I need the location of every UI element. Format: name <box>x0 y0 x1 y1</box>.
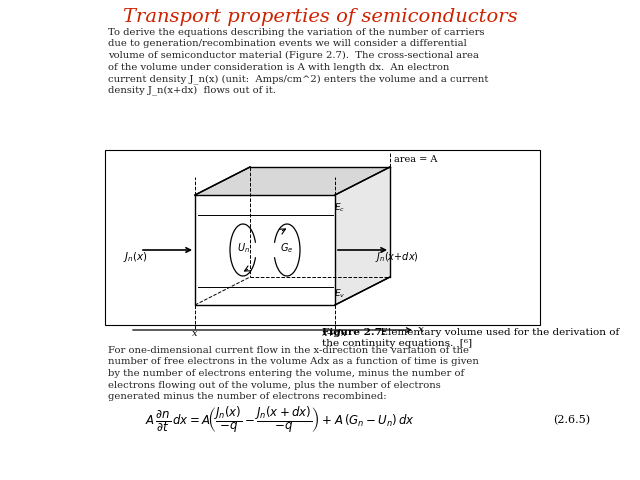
Text: To derive the equations describing the variation of the number of carriers: To derive the equations describing the v… <box>108 28 484 37</box>
Text: $J_n(x{+}dx)$: $J_n(x{+}dx)$ <box>375 250 419 264</box>
Text: Elementary volume used for the derivation of: Elementary volume used for the derivatio… <box>374 328 620 337</box>
Text: x+dx: x+dx <box>323 329 348 338</box>
Text: by the number of electrons entering the volume, minus the number of: by the number of electrons entering the … <box>108 369 464 378</box>
Polygon shape <box>195 195 335 305</box>
Text: generated minus the number of electrons recombined:: generated minus the number of electrons … <box>108 392 387 401</box>
Polygon shape <box>335 167 390 305</box>
Text: density J_n(x+dx)  flows out of it.: density J_n(x+dx) flows out of it. <box>108 85 276 96</box>
Text: volume of semiconductor material (Figure 2.7).  The cross-sectional area: volume of semiconductor material (Figure… <box>108 51 479 60</box>
Text: $U_n$: $U_n$ <box>237 241 250 255</box>
Text: area = A: area = A <box>394 155 437 164</box>
Text: Figure 2.7:: Figure 2.7: <box>322 328 386 337</box>
Text: number of free electrons in the volume Adx as a function of time is given: number of free electrons in the volume A… <box>108 358 479 367</box>
Text: current density J_n(x) (unit:  Amps/cm^2) enters the volume and a current: current density J_n(x) (unit: Amps/cm^2)… <box>108 74 488 84</box>
Text: the continuity equations.  [⁶]: the continuity equations. [⁶] <box>322 339 472 348</box>
Text: electrons flowing out of the volume, plus the number of electrons: electrons flowing out of the volume, plu… <box>108 381 441 389</box>
Text: $J_n(x)$: $J_n(x)$ <box>122 250 147 264</box>
Text: due to generation/recombination events we will consider a differential: due to generation/recombination events w… <box>108 39 467 48</box>
Text: of the volume under consideration is A with length dx.  An electron: of the volume under consideration is A w… <box>108 62 449 72</box>
Text: (2.6.5): (2.6.5) <box>553 415 590 425</box>
Text: $G_e$: $G_e$ <box>280 241 294 255</box>
Text: $E_v$: $E_v$ <box>334 288 346 300</box>
Text: $E_c$: $E_c$ <box>334 202 345 214</box>
Text: Transport properties of semiconductors: Transport properties of semiconductors <box>123 8 517 26</box>
Polygon shape <box>195 167 390 195</box>
Text: x: x <box>192 329 198 338</box>
Bar <box>105 150 540 325</box>
Text: $A\,\dfrac{\partial n}{\partial t}\,dx = A\!\left(\dfrac{J_n(x)}{-q} - \dfrac{J_: $A\,\dfrac{\partial n}{\partial t}\,dx =… <box>145 405 415 435</box>
Text: For one-dimensional current flow in the x-direction the variation of the: For one-dimensional current flow in the … <box>108 346 469 355</box>
Text: x: x <box>418 325 424 335</box>
